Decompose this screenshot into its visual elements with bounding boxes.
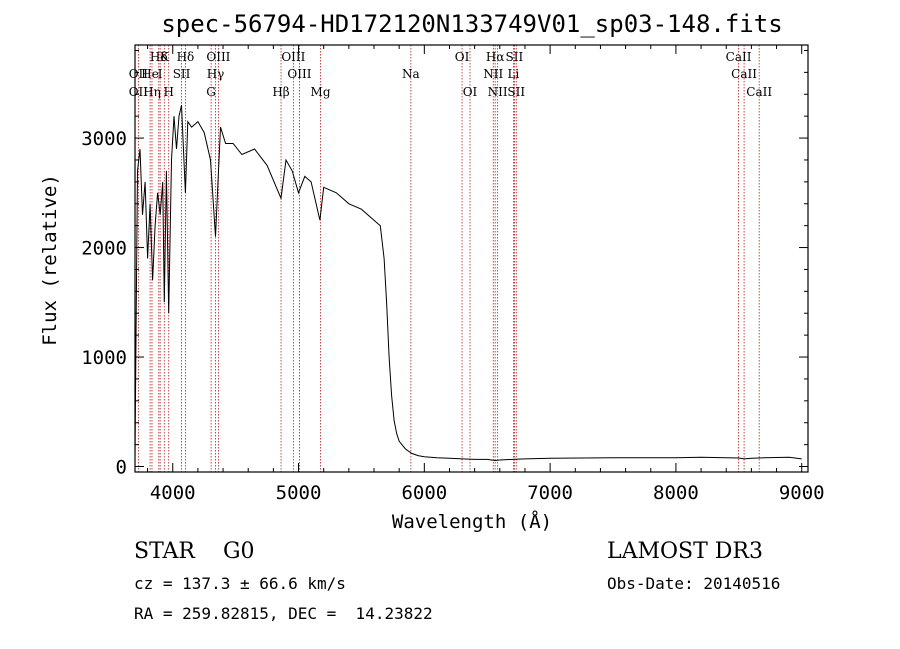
x-tick-label: 7000 [527,482,573,504]
marker-label: OIII [287,67,311,81]
plot-frame [134,44,809,473]
y-tick-label: 2000 [81,238,127,260]
marker-label: SII [507,85,525,99]
x-axis: 4000 5000 6000 7000 8000 9000 [147,45,825,504]
survey-name: LAMOST DR3 [607,539,763,564]
marker-label: Hγ [207,67,225,81]
y-tick-label: 3000 [81,128,127,150]
chart-title: spec-56794-HD172120N133749V01_sp03-148.f… [161,10,782,38]
marker-label: NII [483,67,503,81]
star-class: STAR G0 [134,539,255,564]
y-tick-label: 1000 [81,347,127,369]
marker-label: Na [402,67,420,81]
marker-label: H [163,85,173,99]
marker-label: I [158,67,163,81]
marker-label: OIII [206,50,230,64]
x-tick-label: 9000 [779,482,825,504]
y-axis-label: Flux (relative) [39,174,61,346]
spectrum-line [134,105,802,462]
x-tick-label: 8000 [653,482,699,504]
marker-label: He [141,67,159,81]
marker-label: OII [129,67,149,81]
x-tick-label: 6000 [401,482,447,504]
marker-label: K [160,50,170,64]
obs-date: Obs-Date: 20140516 [607,574,781,593]
spectrum-chart: spec-56794-HD172120N133749V01_sp03-148.f… [39,10,825,533]
line-markers [137,45,760,472]
marker-label: G [206,85,216,99]
marker-label: Hδ [150,50,168,64]
marker-label: Hη [143,85,161,99]
marker-label: SII [506,50,524,64]
marker-label: OII [129,85,149,99]
marker-label: Mg [311,85,331,99]
redshift-info: cz = 137.3 ± 66.6 km/s [134,574,346,593]
marker-label: CaII [746,85,772,99]
marker-label: NII [488,85,508,99]
marker-label: Li [507,67,519,81]
marker-label: CaII [731,67,757,81]
marker-label: Hα [486,50,505,64]
marker-label: OI [463,85,478,99]
x-tick-label: 5000 [276,482,322,504]
marker-label: CaII [726,50,752,64]
y-axis: 0 1000 2000 3000 [81,49,808,479]
coordinates: RA = 259.82815, DEC = 14.23822 [134,604,433,623]
marker-label: OI [455,50,470,64]
x-axis-label: Wavelength (Å) [392,510,552,533]
marker-label: Hδ [177,50,195,64]
y-tick-label: 0 [116,457,127,479]
marker-label: OIII [281,50,305,64]
x-tick-label: 4000 [150,482,196,504]
marker-label: Hβ [272,85,289,99]
marker-label: SII [173,67,191,81]
